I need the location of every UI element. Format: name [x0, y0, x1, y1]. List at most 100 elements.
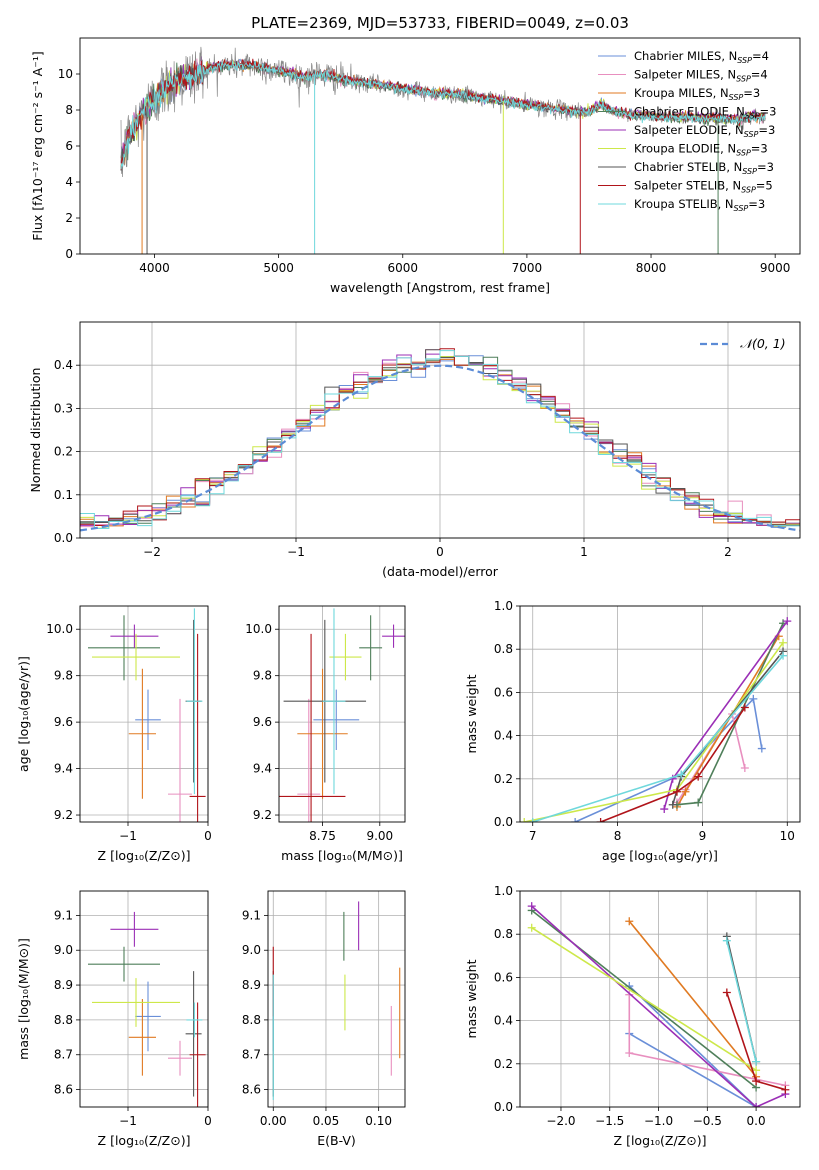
- x-tick-label: 10: [780, 829, 795, 843]
- y-tick-label: 9.0: [242, 943, 261, 957]
- weight-line-4: [531, 905, 786, 1107]
- legend-count: =3: [748, 197, 765, 211]
- weight-marker-7: [694, 772, 703, 781]
- axes-frame: [267, 890, 406, 1108]
- panel-mass_vs_ebv: 0.00 0.05 0.10 8.6 8.7 8.8 8.9 9.0 9.1 E(B-V): [242, 890, 406, 1148]
- y-tick-label: 0.0: [54, 531, 73, 545]
- y-axis-label: mass weight: [464, 674, 479, 753]
- panel-age_vs_Z: −1 0 9.2 9.4 9.6 9.8 10.0 Z [log₁₀(Z/Z⊙)] age [l…: [16, 605, 212, 863]
- x-tick-label: 0: [204, 829, 212, 843]
- x-tick-label: −1.5: [595, 1114, 624, 1128]
- y-tick-label: 9.1: [242, 908, 261, 922]
- x-axis-label: Z [log₁₀(Z/Z⊙)]: [98, 848, 191, 863]
- y-tick-label: 0.8: [494, 927, 513, 941]
- x-tick-label: −1: [119, 829, 137, 843]
- y-tick-label: 4: [65, 175, 73, 189]
- y-tick-label: 9.8: [54, 669, 73, 683]
- weight-marker-8: [528, 818, 537, 822]
- plot-area: [520, 617, 792, 822]
- y-tick-label: 1.0: [494, 884, 513, 898]
- weight-marker-8: [722, 936, 731, 945]
- legend-label-0: Chabrier MILES, NSSP=4: [634, 49, 769, 65]
- y-axis-label: mass [log₁₀(M/M⊙)]: [16, 938, 31, 1060]
- x-tick-label: 0: [436, 545, 444, 559]
- x-tick-label: 0.05: [313, 1114, 340, 1128]
- legend-count: =3: [757, 160, 774, 174]
- x-tick-label: 0.00: [260, 1114, 287, 1128]
- panel-weight_vs_age: 7 8 9 10 0.0 0.2 0.4 0.6 0.8 1.0 age [log₁₀(age/yr…: [464, 599, 801, 863]
- y-tick-label: 9.0: [54, 943, 73, 957]
- y-tick-label: 8.8: [242, 1013, 261, 1027]
- legend-count: =4: [751, 68, 768, 82]
- weight-marker-0: [757, 744, 766, 753]
- axes-frame: [79, 890, 209, 1108]
- y-tick-label: 0.8: [494, 642, 513, 656]
- plot-area: [88, 608, 206, 822]
- axes-frame: [278, 605, 406, 823]
- y-tick-label: 0.1: [54, 488, 73, 502]
- legend-name: Salpeter MILES, N: [634, 68, 736, 82]
- x-axis-label: (data-model)/error: [382, 564, 499, 579]
- y-tick-label: 8.7: [242, 1048, 261, 1062]
- plot-area: [527, 902, 790, 1107]
- legend-count: =3: [760, 105, 777, 119]
- legend-subscript: SSP: [729, 93, 744, 102]
- weight-marker-4: [527, 902, 536, 911]
- axes-frame: [79, 321, 801, 539]
- x-tick-label: −1.0: [644, 1114, 673, 1128]
- y-tick-label: 0.2: [494, 772, 513, 786]
- weight-marker-8: [779, 651, 788, 660]
- weight-marker-6: [668, 800, 677, 809]
- legend-normal-label: 𝒩(0, 1): [740, 336, 786, 351]
- x-tick-label: 6000: [387, 261, 418, 275]
- plot-area: [272, 901, 401, 1101]
- legend-subscript: SSP: [744, 130, 759, 139]
- x-tick-label: −2: [143, 545, 161, 559]
- legend-name: Chabrier MILES, N: [634, 49, 737, 63]
- weight-line-0: [628, 985, 757, 1107]
- y-tick-label: 9.2: [54, 808, 73, 822]
- y-tick-label: 8.8: [54, 1013, 73, 1027]
- weight-marker-4: [783, 617, 792, 626]
- y-tick-label: 0.4: [494, 1014, 513, 1028]
- x-tick-label: 4000: [139, 261, 170, 275]
- y-tick-label: 0.0: [494, 1100, 513, 1114]
- axes-frame: [519, 890, 801, 1108]
- y-tick-label: 8.9: [242, 978, 261, 992]
- weight-marker-5: [752, 1066, 761, 1075]
- y-tick-label: 8: [65, 103, 73, 117]
- weight-marker-7: [781, 1085, 790, 1094]
- plot-area: [80, 348, 800, 532]
- legend-subscript: SSP: [742, 167, 757, 176]
- x-tick-label: −0.5: [693, 1114, 722, 1128]
- y-tick-label: 0.6: [494, 970, 513, 984]
- y-axis-label: age [log₁₀(age/yr)]: [16, 656, 31, 772]
- weight-marker-8: [752, 1057, 761, 1066]
- x-tick-label: 5000: [263, 261, 294, 275]
- legend-name: Chabrier ELODIE, N: [634, 105, 745, 119]
- weight-marker-1: [625, 990, 634, 999]
- y-tick-label: 8.7: [54, 1048, 73, 1062]
- legend-name: Kroupa STELIB, N: [634, 197, 734, 211]
- hist-step-8: [80, 350, 800, 529]
- weight-marker-4: [752, 1103, 761, 1107]
- x-tick-label: 8000: [636, 261, 667, 275]
- legend-label-4: Salpeter ELODIE, NSSP=3: [634, 123, 775, 139]
- weight-marker-7: [722, 988, 731, 997]
- y-tick-label: 0.2: [494, 1057, 513, 1071]
- legend-label-2: Kroupa MILES, NSSP=3: [634, 86, 760, 102]
- legend-subscript: SSP: [741, 186, 756, 195]
- weight-marker-7: [596, 818, 605, 822]
- weight-marker-2: [681, 787, 690, 796]
- plot-area: [279, 608, 405, 822]
- x-tick-label: −1: [287, 545, 305, 559]
- panel-mass_vs_Z: −1 0 8.6 8.7 8.8 8.9 9.0 9.1 Z [log₁₀(Z/Z⊙)] mass…: [16, 890, 212, 1148]
- y-tick-label: 8.9: [54, 978, 73, 992]
- legend-count: =4: [752, 49, 769, 63]
- x-tick-label: 2: [724, 545, 732, 559]
- legend-label-1: Salpeter MILES, NSSP=4: [634, 68, 768, 84]
- panel-residuals: −2 −1 0 1 2 0.0 0.1 0.2 0.3 0.4 (data-model)/error…: [28, 321, 801, 579]
- weight-marker-0: [571, 818, 580, 822]
